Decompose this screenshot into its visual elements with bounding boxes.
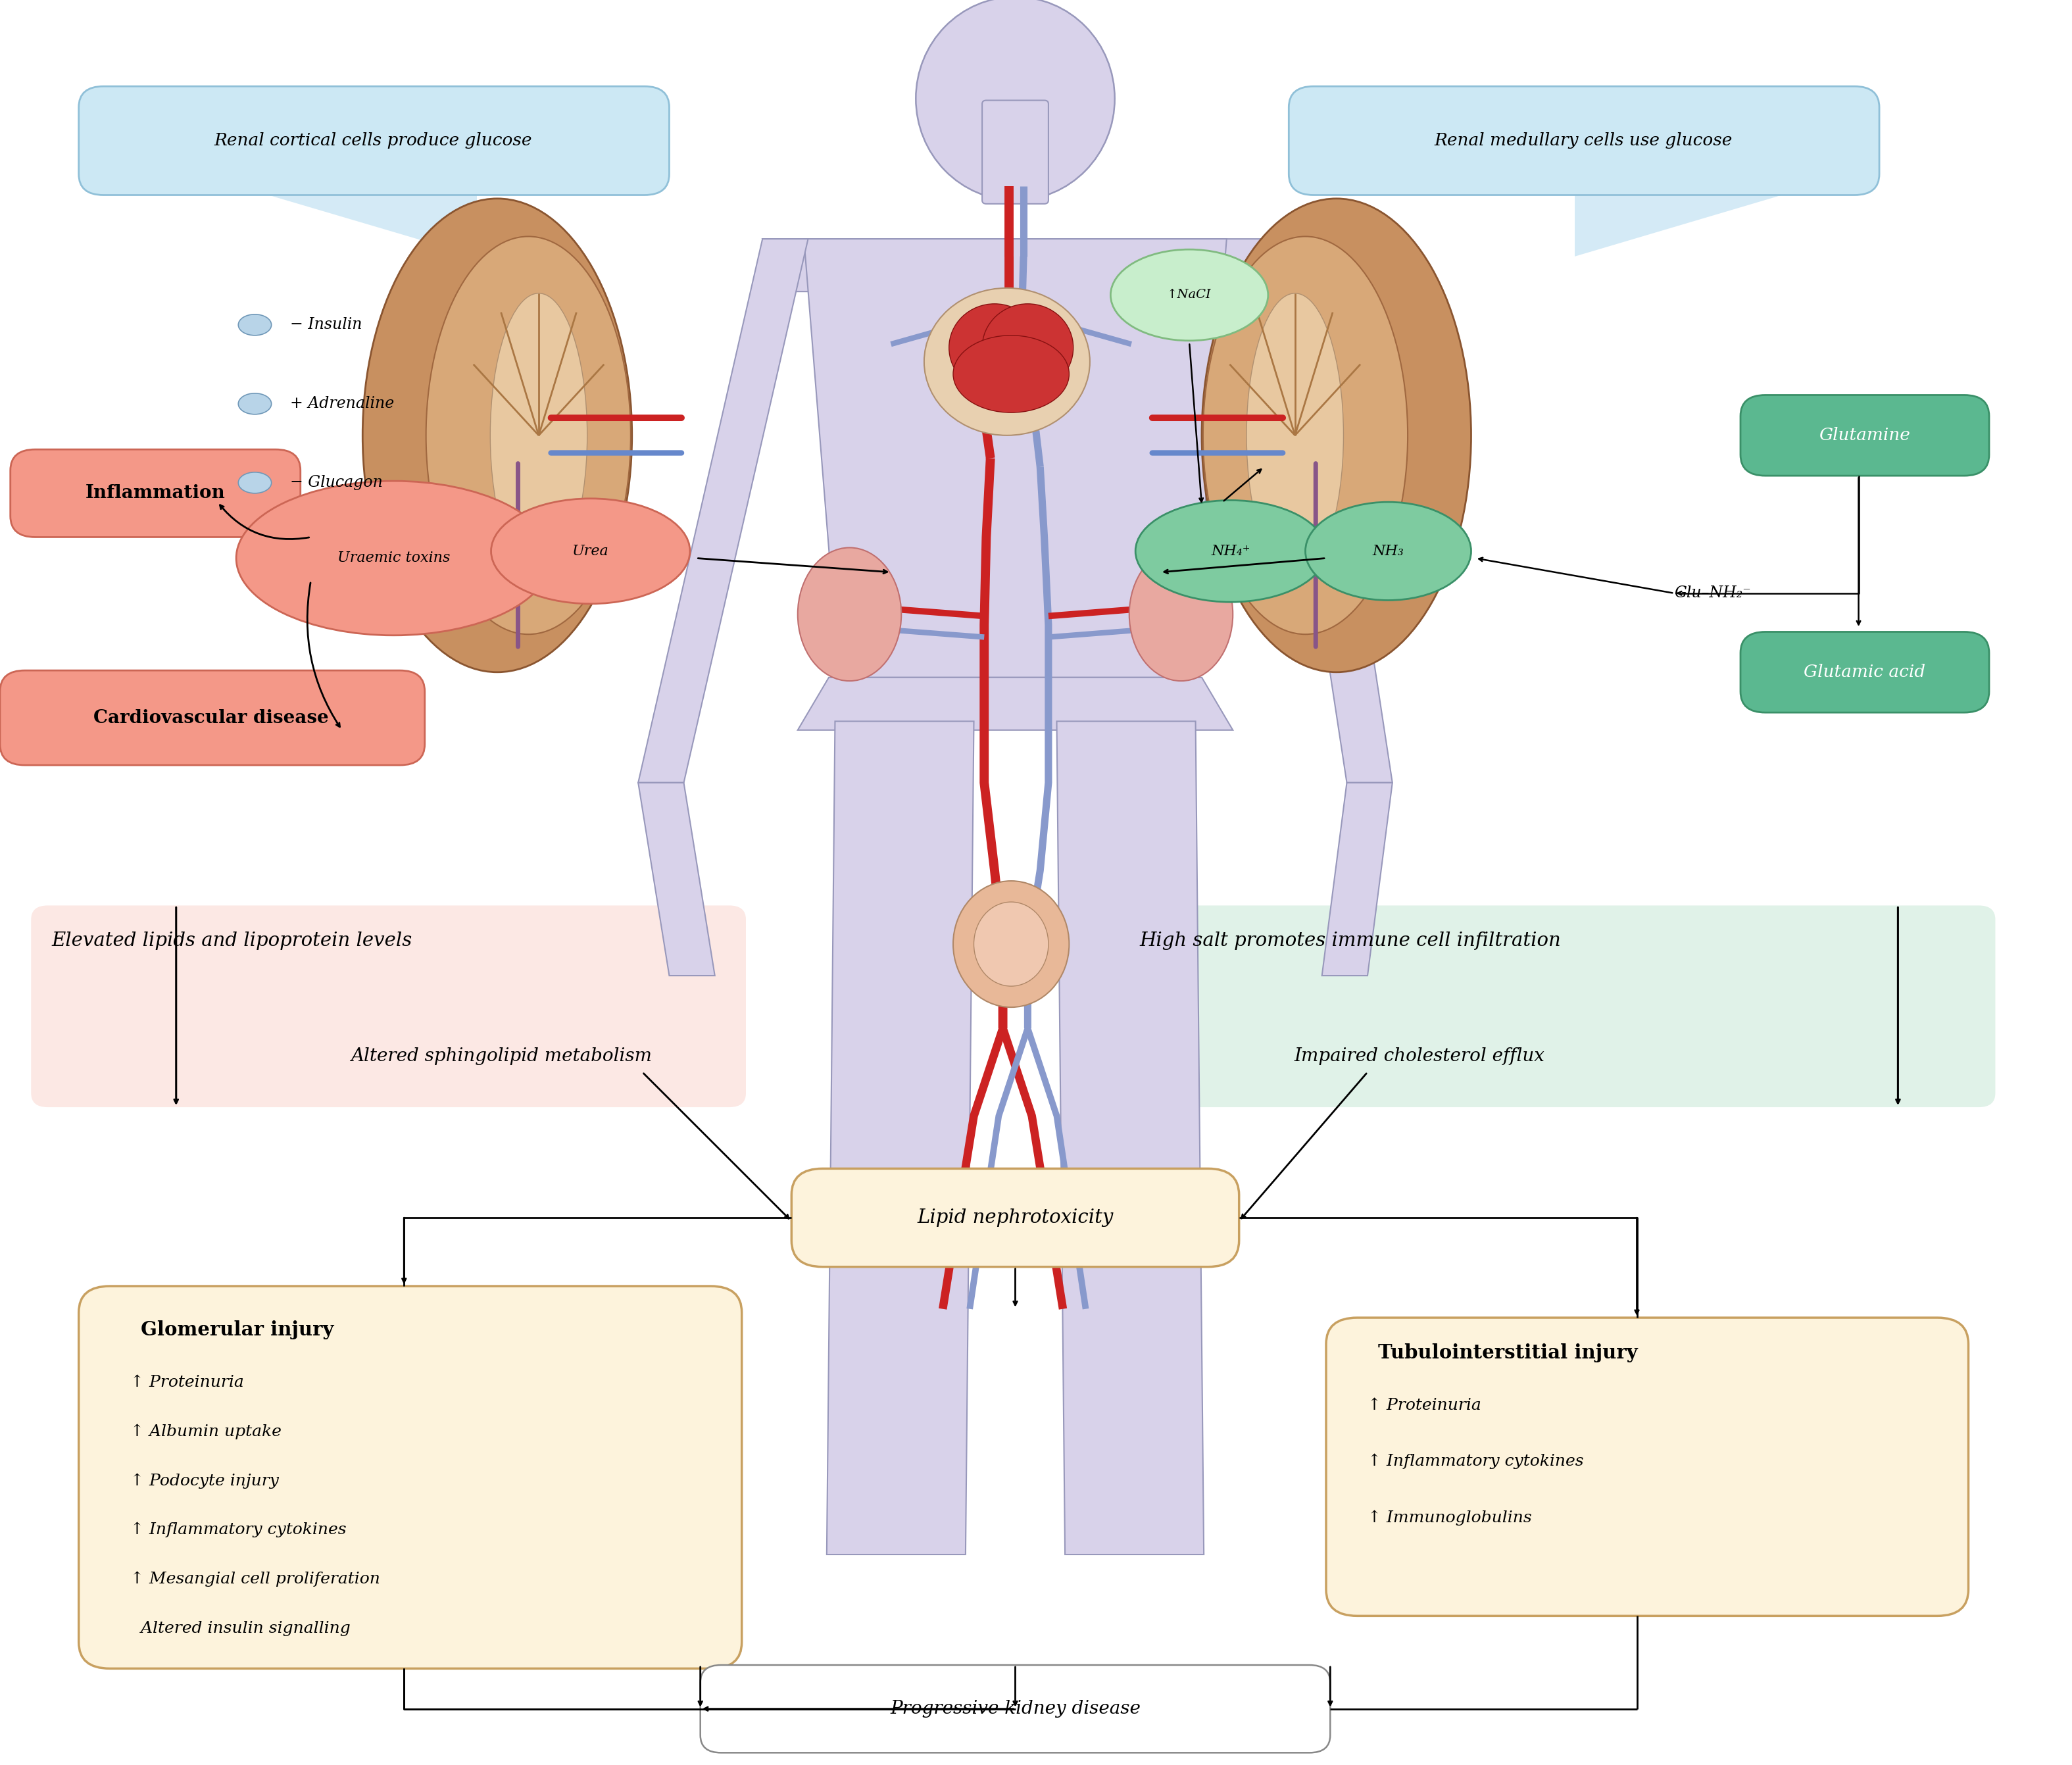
- Ellipse shape: [491, 293, 586, 577]
- Ellipse shape: [236, 482, 551, 635]
- FancyBboxPatch shape: [79, 86, 669, 196]
- Polygon shape: [804, 238, 1227, 678]
- Polygon shape: [798, 678, 1233, 731]
- FancyBboxPatch shape: [10, 450, 300, 537]
- Text: ↑ Mesangial cell proliferation: ↑ Mesangial cell proliferation: [131, 1571, 381, 1587]
- Polygon shape: [762, 238, 1268, 291]
- Polygon shape: [638, 782, 715, 976]
- FancyBboxPatch shape: [1135, 905, 1995, 1107]
- Text: ↑ Inflammatory cytokines: ↑ Inflammatory cytokines: [1368, 1454, 1583, 1468]
- Ellipse shape: [949, 304, 1040, 392]
- Ellipse shape: [363, 199, 632, 672]
- Ellipse shape: [1129, 547, 1233, 681]
- Text: ↑ Immunoglobulins: ↑ Immunoglobulins: [1368, 1509, 1531, 1525]
- Text: NH₄⁺: NH₄⁺: [1212, 544, 1249, 558]
- Ellipse shape: [1247, 293, 1343, 577]
- FancyBboxPatch shape: [0, 671, 425, 766]
- Ellipse shape: [238, 473, 271, 492]
- FancyBboxPatch shape: [1740, 632, 1989, 713]
- Text: Glutamine: Glutamine: [1819, 427, 1910, 443]
- Text: Uraemic toxins: Uraemic toxins: [338, 551, 450, 565]
- Text: Lipid nephrotoxicity: Lipid nephrotoxicity: [918, 1209, 1113, 1227]
- Text: Elevated lipids and lipoprotein levels: Elevated lipids and lipoprotein levels: [52, 932, 412, 950]
- Ellipse shape: [798, 547, 901, 681]
- Polygon shape: [1264, 238, 1392, 782]
- Polygon shape: [827, 722, 974, 1555]
- Ellipse shape: [1204, 237, 1407, 634]
- Text: Renal cortical cells produce glucose: Renal cortical cells produce glucose: [213, 132, 533, 148]
- FancyBboxPatch shape: [792, 1168, 1239, 1267]
- Text: ↑NaCI: ↑NaCI: [1167, 289, 1212, 302]
- Polygon shape: [1575, 196, 1782, 256]
- Text: Inflammation: Inflammation: [85, 484, 226, 501]
- Polygon shape: [1322, 782, 1392, 976]
- Ellipse shape: [924, 288, 1090, 436]
- FancyBboxPatch shape: [31, 905, 746, 1107]
- Text: ↑ Inflammatory cytokines: ↑ Inflammatory cytokines: [131, 1521, 346, 1537]
- FancyBboxPatch shape: [700, 1664, 1330, 1753]
- Ellipse shape: [916, 0, 1115, 199]
- Text: Altered insulin signalling: Altered insulin signalling: [131, 1620, 350, 1636]
- Text: − Insulin: − Insulin: [290, 318, 363, 332]
- Text: + Adrenaline: + Adrenaline: [290, 395, 394, 411]
- Text: Renal medullary cells use glucose: Renal medullary cells use glucose: [1434, 132, 1732, 148]
- Text: Glutamic acid: Glutamic acid: [1805, 664, 1925, 680]
- Text: Impaired cholesterol efflux: Impaired cholesterol efflux: [1295, 1047, 1544, 1066]
- Ellipse shape: [953, 881, 1069, 1008]
- Text: Glu–NH₂⁻: Glu–NH₂⁻: [1674, 586, 1751, 600]
- Text: Urea: Urea: [572, 544, 609, 558]
- Text: ↑ Podocyte injury: ↑ Podocyte injury: [131, 1474, 280, 1488]
- FancyBboxPatch shape: [79, 1287, 742, 1668]
- Text: Progressive kidney disease: Progressive kidney disease: [891, 1700, 1140, 1717]
- Ellipse shape: [238, 314, 271, 335]
- Text: ↑ Proteinuria: ↑ Proteinuria: [1368, 1398, 1481, 1414]
- FancyBboxPatch shape: [1326, 1318, 1968, 1617]
- Ellipse shape: [491, 498, 690, 604]
- Ellipse shape: [953, 335, 1069, 413]
- Text: High salt promotes immune cell infiltration: High salt promotes immune cell infiltrat…: [1140, 932, 1560, 950]
- Ellipse shape: [1111, 249, 1268, 341]
- Text: − Glucagon: − Glucagon: [290, 475, 383, 491]
- Ellipse shape: [1305, 501, 1471, 600]
- Ellipse shape: [982, 304, 1073, 392]
- FancyBboxPatch shape: [1289, 86, 1879, 196]
- Text: ↑ Albumin uptake: ↑ Albumin uptake: [131, 1424, 282, 1440]
- Text: Cardiovascular disease: Cardiovascular disease: [93, 710, 329, 727]
- Polygon shape: [269, 196, 477, 256]
- Text: Altered sphingolipid metabolism: Altered sphingolipid metabolism: [350, 1047, 653, 1066]
- Ellipse shape: [974, 902, 1048, 987]
- FancyBboxPatch shape: [1740, 395, 1989, 477]
- Text: ↑ Proteinuria: ↑ Proteinuria: [131, 1375, 244, 1391]
- Text: NH₃: NH₃: [1372, 544, 1405, 558]
- Polygon shape: [1057, 722, 1204, 1555]
- Ellipse shape: [1202, 199, 1471, 672]
- Text: Tubulointerstitial injury: Tubulointerstitial injury: [1378, 1343, 1637, 1363]
- Text: Glomerular injury: Glomerular injury: [141, 1320, 334, 1340]
- Ellipse shape: [1135, 499, 1326, 602]
- Ellipse shape: [238, 394, 271, 415]
- Ellipse shape: [427, 237, 630, 634]
- Polygon shape: [638, 238, 808, 782]
- FancyBboxPatch shape: [982, 101, 1048, 203]
